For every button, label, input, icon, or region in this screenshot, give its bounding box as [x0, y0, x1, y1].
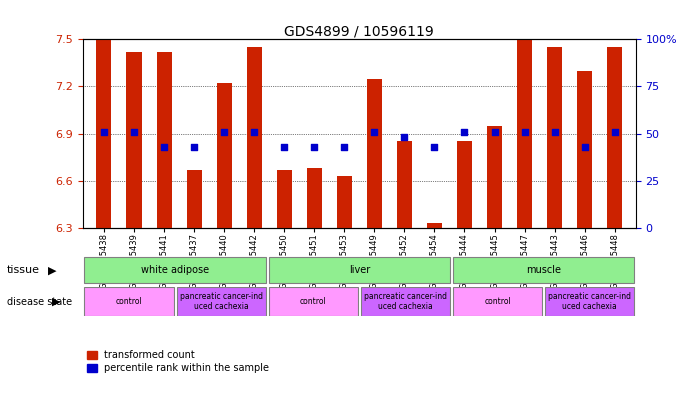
Text: control: control — [300, 297, 327, 306]
Text: disease state: disease state — [7, 297, 72, 307]
Bar — [337, 176, 352, 228]
FancyBboxPatch shape — [269, 257, 450, 283]
Point — [98, 129, 109, 135]
Point — [579, 144, 590, 150]
Bar — [487, 126, 502, 228]
Point — [189, 144, 200, 150]
FancyBboxPatch shape — [545, 287, 634, 316]
Legend: transformed count, percentile rank within the sample: transformed count, percentile rank withi… — [83, 347, 273, 377]
Bar — [457, 141, 472, 228]
Point — [249, 129, 260, 135]
Point — [429, 144, 440, 150]
Point — [399, 134, 410, 141]
Bar — [97, 39, 111, 228]
Text: control: control — [115, 297, 142, 306]
FancyBboxPatch shape — [361, 287, 450, 316]
Bar — [187, 170, 202, 228]
Text: control: control — [484, 297, 511, 306]
Text: white adipose: white adipose — [141, 265, 209, 275]
FancyBboxPatch shape — [177, 287, 265, 316]
Title: GDS4899 / 10596119: GDS4899 / 10596119 — [285, 24, 434, 38]
Point — [129, 129, 140, 135]
Point — [309, 144, 320, 150]
FancyBboxPatch shape — [84, 257, 265, 283]
FancyBboxPatch shape — [453, 257, 634, 283]
Point — [369, 129, 380, 135]
FancyBboxPatch shape — [453, 287, 542, 316]
Bar — [247, 47, 262, 228]
Text: muscle: muscle — [526, 265, 561, 275]
Point — [609, 129, 621, 135]
FancyBboxPatch shape — [84, 287, 173, 316]
Bar — [577, 71, 592, 228]
Point — [519, 129, 530, 135]
Text: liver: liver — [349, 265, 370, 275]
Point — [218, 129, 229, 135]
Bar — [397, 141, 412, 228]
Point — [278, 144, 290, 150]
Point — [158, 144, 169, 150]
Bar — [276, 170, 292, 228]
Bar — [216, 83, 231, 228]
Point — [549, 129, 560, 135]
Bar — [607, 47, 622, 228]
Bar — [517, 39, 532, 228]
Point — [339, 144, 350, 150]
Bar — [367, 79, 382, 228]
Text: ▶: ▶ — [52, 297, 60, 307]
Bar — [547, 47, 562, 228]
Point — [459, 129, 470, 135]
Text: pancreatic cancer-ind
uced cachexia: pancreatic cancer-ind uced cachexia — [364, 292, 447, 311]
FancyBboxPatch shape — [269, 287, 358, 316]
Bar — [157, 52, 171, 228]
Text: pancreatic cancer-ind
uced cachexia: pancreatic cancer-ind uced cachexia — [180, 292, 263, 311]
Bar — [427, 223, 442, 228]
Point — [489, 129, 500, 135]
Bar — [307, 168, 322, 228]
Text: pancreatic cancer-ind
uced cachexia: pancreatic cancer-ind uced cachexia — [548, 292, 631, 311]
Text: ▶: ▶ — [48, 265, 57, 275]
Bar — [126, 52, 142, 228]
Text: tissue: tissue — [7, 265, 40, 275]
